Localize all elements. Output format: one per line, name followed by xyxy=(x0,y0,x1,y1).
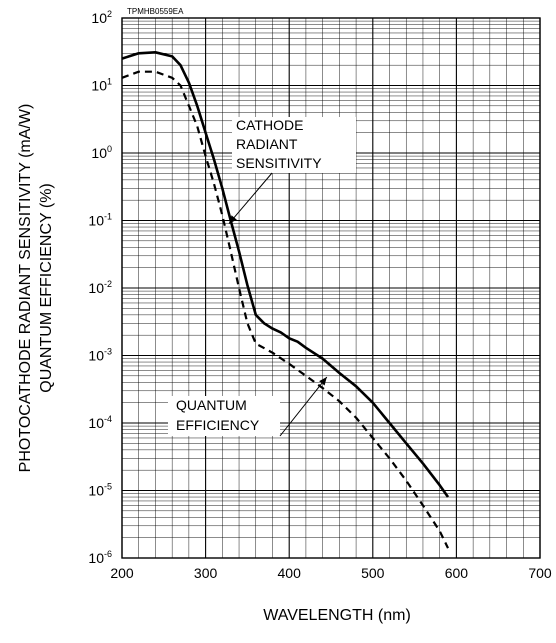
cathode-annotation-arrowhead xyxy=(229,215,237,224)
annotation-layer: CATHODE RADIANT SENSITIVITY QUANTUM EFFICIEN… xyxy=(168,117,356,437)
y-tick-label: 10-1 xyxy=(88,212,112,229)
quantum-efficiency-annotation-box xyxy=(168,396,280,436)
y-tick-label: 102 xyxy=(91,9,112,26)
cathode-annotation-text: CATHODE xyxy=(236,117,303,133)
x-tick-label: 700 xyxy=(528,565,552,581)
quantum-efficiency-annotation-arrowhead xyxy=(319,377,327,386)
cathode-annotation-text: RADIANT xyxy=(236,136,298,152)
y-tick-label: 101 xyxy=(91,77,112,94)
cathode-annotation-box xyxy=(232,117,356,173)
x-tick-label: 300 xyxy=(194,565,218,581)
plot-frame xyxy=(121,17,541,559)
y-tick-label: 10-6 xyxy=(88,549,112,566)
cathode-annotation-leader xyxy=(228,172,273,224)
quantum-efficiency-line xyxy=(121,70,449,549)
x-tick-label: 400 xyxy=(278,565,302,581)
x-tick-label: 200 xyxy=(110,565,134,581)
figure-code: TPMHB0559EA xyxy=(127,7,184,16)
y-tick-label: 10-4 xyxy=(88,414,112,431)
cathode-annotation-text: SENSITIVITY xyxy=(236,155,322,171)
y-tick-label: 100 xyxy=(91,144,112,161)
cathode-radiant-sensitivity-line xyxy=(121,50,450,498)
y-tick-label: 10-5 xyxy=(88,482,112,499)
x-tick-label: 600 xyxy=(445,565,469,581)
major-grid xyxy=(121,17,541,559)
y-tick-labels: 102 101 100 10-1 10-2 10-3 10-4 10-5 10-6 xyxy=(88,9,112,566)
y-axis-title-line-2: QUANTUM EFFICIENCY (%) xyxy=(38,183,55,392)
quantum-efficiency-annotation-text: EFFICIENCY xyxy=(176,417,260,433)
y-tick-label: 10-3 xyxy=(88,347,112,364)
x-tick-labels: 200 300 400 500 600 700 xyxy=(110,565,552,581)
y-axis-title-line-1: PHOTOCATHODE RADIANT SENSITIVITY (mA/W) xyxy=(17,104,34,473)
y-tick-label: 10-2 xyxy=(88,279,112,296)
x-axis-title: WAVELENGTH (nm) xyxy=(263,607,411,624)
quantum-efficiency-annotation-text: QUANTUM xyxy=(176,397,247,413)
quantum-efficiency-annotation-leader xyxy=(279,376,328,437)
series-layer xyxy=(121,50,450,549)
x-tick-label: 500 xyxy=(361,565,385,581)
